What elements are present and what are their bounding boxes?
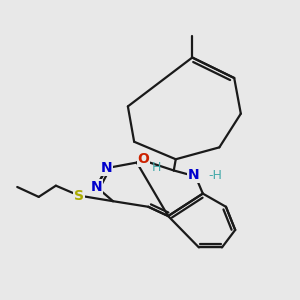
Text: -H: -H: [208, 169, 222, 182]
Text: N: N: [188, 168, 200, 182]
Text: O: O: [137, 152, 149, 166]
Text: N: N: [91, 180, 102, 194]
Text: S: S: [74, 189, 84, 202]
Text: H: H: [152, 161, 161, 174]
Text: N: N: [100, 161, 112, 175]
